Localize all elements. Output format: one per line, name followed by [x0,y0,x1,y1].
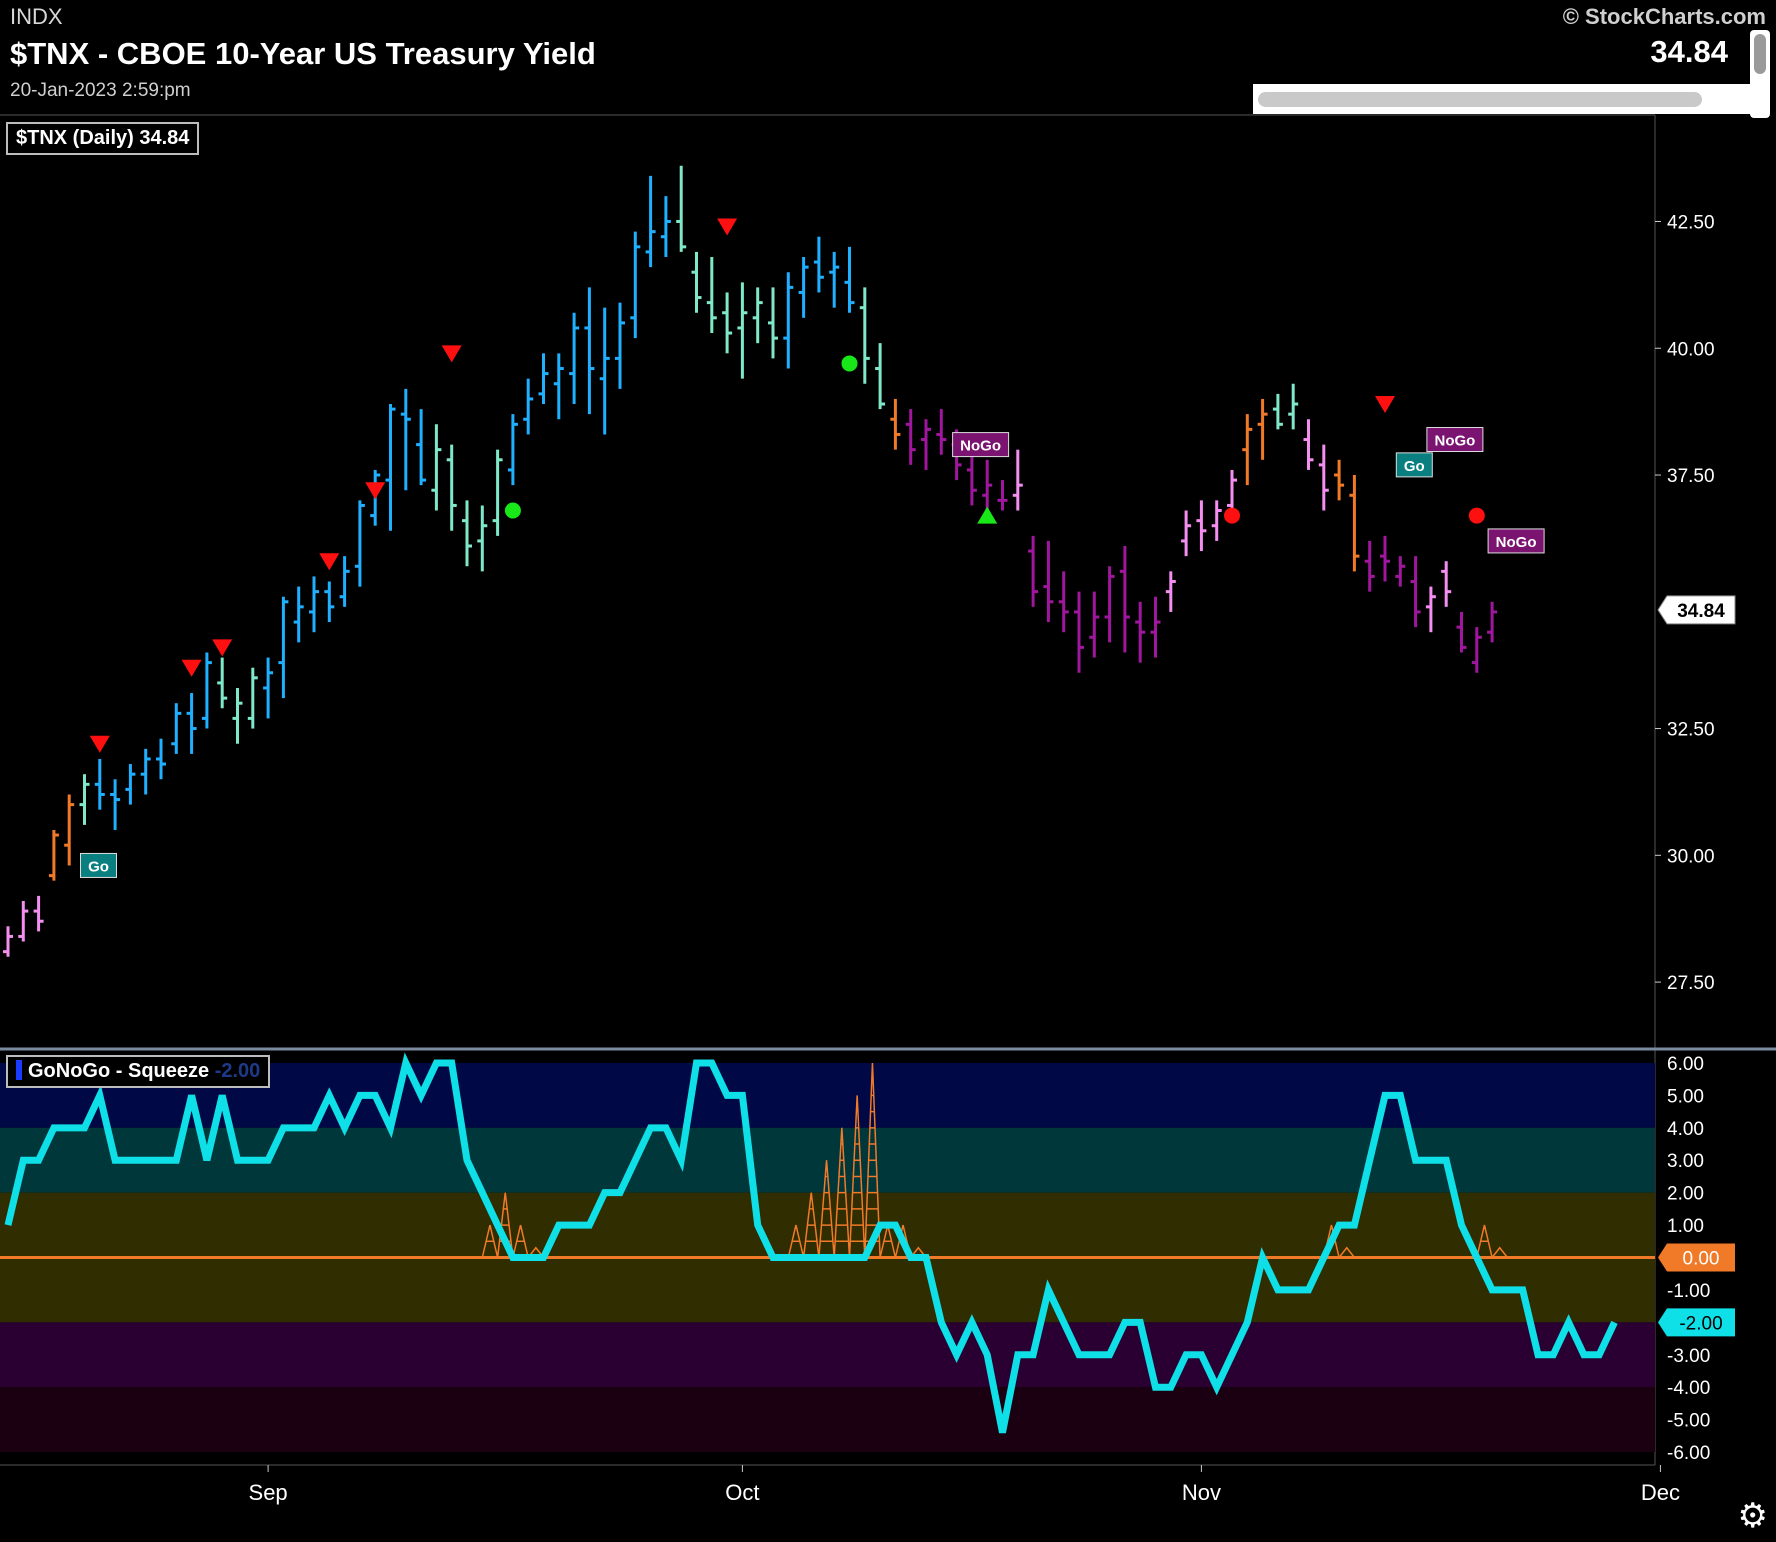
nogo-label-box [1487,528,1545,554]
triangle-down-marker [717,218,738,236]
oscillator-last-tag [1658,1308,1735,1337]
price-ytick-label: 42.50 [1667,212,1715,233]
zero-tag-label: 0.00 [1683,1249,1720,1270]
zero-tag [1658,1243,1735,1272]
oscillator-ytick-label: -4.00 [1667,1378,1710,1399]
oscillator-swatch [16,1060,22,1080]
green-dot-marker [504,502,521,519]
squeeze-grid-1 [787,1062,897,1258]
go-label-box [80,852,117,878]
nogo-label-box [952,432,1010,458]
triangle-up-marker [977,506,998,524]
x-tick-label: Dec [1641,1480,1680,1505]
nogo-label: NoGo [1496,534,1537,551]
price-last-label: 34.84 [1677,601,1725,622]
nogo-label-box [1426,427,1484,453]
triangle-down-marker [441,345,462,363]
price-ytick-label: 30.00 [1667,846,1715,867]
chart-datetime: 20-Jan-2023 2:59:pm [10,80,191,101]
triangle-down-marker [89,735,110,753]
green-dot-marker [841,355,858,372]
oscillator-band-3 [0,1322,1655,1388]
oscillator-legend-name: GoNoGo - Squeeze [28,1060,210,1082]
squeeze-grid-4 [1476,1224,1508,1258]
go-label-box [1395,452,1433,478]
copyright: © StockCharts.com [1562,4,1766,29]
gear-icon[interactable]: ⚙ [1737,1497,1768,1535]
oscillator-ytick-label: 2.00 [1667,1184,1704,1205]
price-last-tag [1657,595,1736,625]
triangle-down-marker [181,659,202,677]
price-legend: $TNX (Daily) 34.84 [6,122,200,155]
oscillator-ytick-label: 6.00 [1667,1054,1704,1075]
oscillator-legend: GoNoGo - Squeeze -2.00 [6,1055,271,1088]
horizontal-scrollbar-thumb[interactable] [1258,92,1702,107]
last-value: 34.84 [1650,34,1728,69]
oscillator-last-label: -2.00 [1679,1313,1722,1334]
go-label: Go [1404,458,1425,475]
oscillator-band-4 [0,1387,1655,1453]
oscillator-legend-value: -2.00 [214,1060,261,1082]
price-ytick-label: 37.50 [1667,466,1715,487]
go-label: Go [88,858,109,875]
oscillator-ytick-label: -5.00 [1667,1411,1710,1432]
price-ytick-label: 27.50 [1667,973,1715,994]
triangle-down-marker [212,639,233,657]
vertical-scrollbar-thumb[interactable] [1754,34,1766,74]
x-tick-label: Sep [249,1480,288,1505]
triangle-down-marker [319,553,340,571]
oscillator-ytick-label: 1.00 [1667,1216,1704,1237]
oscillator-ytick-label: 3.00 [1667,1151,1704,1172]
triangle-down-marker [1375,396,1395,414]
oscillator-line [4,1052,1618,1434]
x-tick-label: Nov [1182,1480,1221,1505]
price-ytick-label: 40.00 [1667,339,1715,360]
exchange-label: INDX [10,4,63,29]
nogo-label: NoGo [960,438,1001,455]
chart-title: $TNX - CBOE 10-Year US Treasury Yield [10,36,596,71]
oscillator-ytick-label: 4.00 [1667,1119,1704,1140]
x-tick-label: Oct [725,1480,759,1505]
oscillator-ytick-label: -6.00 [1667,1443,1710,1464]
red-dot-marker [1224,507,1240,524]
oscillator-ytick-label: -3.00 [1667,1346,1710,1367]
triangle-down-marker [365,482,386,500]
price-ytick-label: 32.50 [1667,720,1715,741]
oscillator-ytick-label: -1.00 [1667,1281,1710,1302]
red-dot-marker [1468,507,1485,524]
oscillator-ytick-label: 5.00 [1667,1086,1704,1107]
nogo-label: NoGo [1434,433,1475,450]
